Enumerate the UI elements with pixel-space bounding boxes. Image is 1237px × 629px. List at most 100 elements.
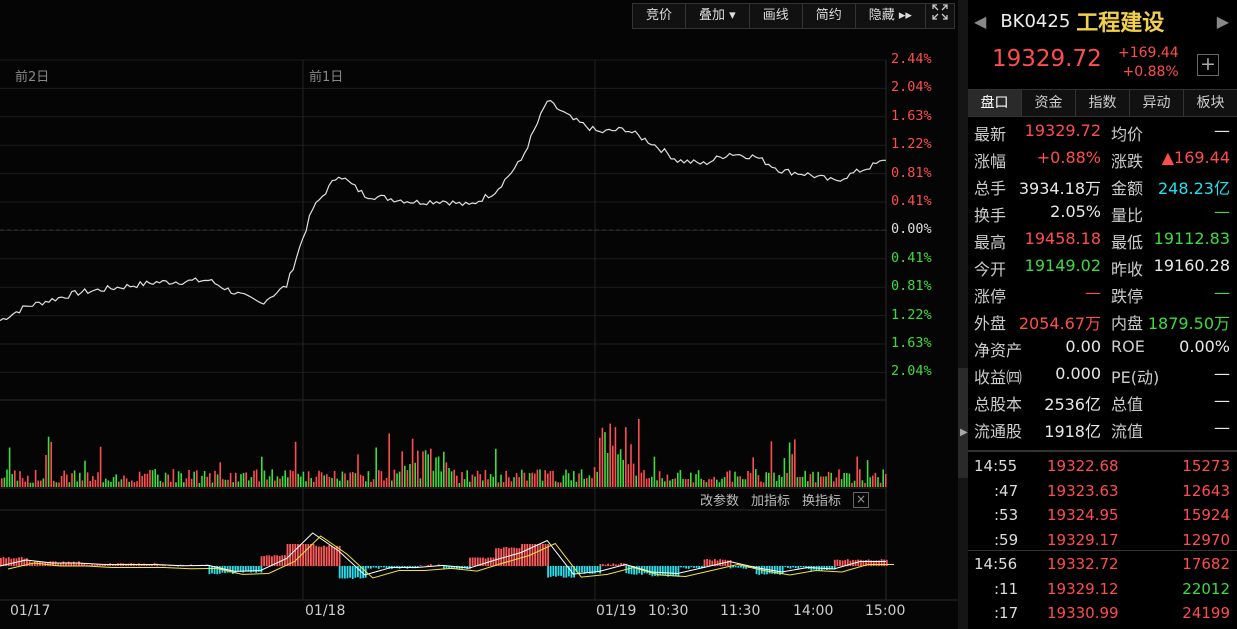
tab-sectors[interactable]: 板块 xyxy=(1196,95,1225,111)
macd-bar xyxy=(828,566,831,570)
macd-bar xyxy=(497,548,500,566)
stat-label: 均价 xyxy=(1111,125,1144,144)
volume-bar xyxy=(375,447,377,487)
stat-value: — xyxy=(1214,202,1230,221)
volume-bar xyxy=(81,480,84,487)
stat-row: 换手 2.05% 量比 — xyxy=(968,202,1237,229)
stat-label: 今开 xyxy=(974,260,1007,279)
add-watchlist-button[interactable]: + xyxy=(1197,54,1219,76)
macd-bar xyxy=(299,544,302,566)
volume-bar xyxy=(632,463,635,487)
panel-divider[interactable] xyxy=(958,0,968,629)
macd-bar xyxy=(682,566,685,568)
intraday-chart-area[interactable]: 竞价 叠加 ▾ 画线 简约 隐藏 ▸▸ 前2日 前1日 2.44% 2.04% 1.… xyxy=(0,0,958,629)
collapse-arrow-icon[interactable]: ▶ xyxy=(960,427,968,438)
volume-bar xyxy=(653,456,656,487)
macd-bar xyxy=(372,566,375,568)
volume-bar xyxy=(84,460,86,487)
volume-bar xyxy=(742,479,744,487)
macd-bar xyxy=(628,566,630,574)
volume-bar xyxy=(89,481,91,487)
panel-header: ◀ BK0425 工程建设 ▶ xyxy=(968,0,1237,42)
volume-bar xyxy=(32,482,34,487)
macd-bar xyxy=(794,566,797,569)
volume-bar xyxy=(612,445,614,487)
volume-bar xyxy=(482,480,484,487)
divider-handle[interactable] xyxy=(958,368,968,478)
macd-bar xyxy=(330,546,333,566)
last-price: 19329.72 xyxy=(992,46,1102,72)
volume-bar xyxy=(383,480,385,487)
prev-arrow-icon[interactable]: ◀ xyxy=(974,11,987,31)
volume-bar xyxy=(3,477,6,487)
macd-bar xyxy=(242,566,245,573)
macd-bar xyxy=(800,566,802,568)
volume-bar xyxy=(248,480,250,487)
tab-funds[interactable]: 资金 xyxy=(1022,90,1076,116)
stat-value: 3934.18万 xyxy=(1018,179,1101,198)
macd-bar xyxy=(755,566,758,575)
volume-bar xyxy=(755,469,757,487)
price-volume-macd-chart[interactable] xyxy=(0,0,958,629)
tick-row: :11 19329.12 22012 xyxy=(968,580,1237,605)
next-arrow-icon[interactable]: ▶ xyxy=(1216,11,1229,31)
switch-indicator-button[interactable]: 换指标 xyxy=(802,494,842,509)
volume-bar xyxy=(157,474,159,487)
macd-bar xyxy=(609,564,612,566)
volume-bar xyxy=(419,478,422,487)
simple-mode-button[interactable]: 简约 xyxy=(803,4,856,28)
macd-bar xyxy=(323,545,325,566)
tab-index[interactable]: 指数 xyxy=(1076,90,1130,116)
macd-bar xyxy=(357,566,359,578)
volume-bar xyxy=(224,479,227,487)
macd-bar xyxy=(278,555,281,566)
macd-bar xyxy=(737,566,740,568)
draw-line-button[interactable]: 画线 xyxy=(750,4,803,28)
volume-bar xyxy=(677,472,679,487)
close-icon[interactable]: × xyxy=(853,491,870,508)
volume-bar xyxy=(809,474,812,487)
stat-value: — xyxy=(1085,283,1101,302)
add-indicator-button[interactable]: 加指标 xyxy=(751,494,791,509)
volume-bar xyxy=(206,476,208,487)
volume-bar xyxy=(245,472,247,487)
volume-bar xyxy=(736,476,739,487)
hide-button[interactable]: 隐藏 ▸▸ xyxy=(856,4,926,28)
macd-bar xyxy=(86,564,88,566)
macd-bar xyxy=(351,566,354,579)
tab-alerts[interactable]: 异动 xyxy=(1130,90,1184,116)
edit-params-button[interactable]: 改参数 xyxy=(700,494,740,509)
macd-bar xyxy=(706,559,708,566)
tick-volume: 15273 xyxy=(1182,457,1230,475)
macd-bar xyxy=(531,544,534,566)
macd-bar xyxy=(880,559,883,566)
macd-bar xyxy=(700,566,703,569)
stat-value: 0.00 xyxy=(1065,337,1101,356)
macd-bar xyxy=(518,548,521,566)
volume-bar xyxy=(131,480,133,487)
tab-orderbook[interactable]: 盘口 xyxy=(968,90,1022,116)
macd-bar xyxy=(453,566,456,569)
volume-bar xyxy=(554,481,557,487)
tick-list[interactable]: 14:55 19322.68 15273:47 19323.63 12643:53 193… xyxy=(968,457,1237,629)
macd-bar xyxy=(20,557,23,566)
volume-bar xyxy=(151,470,154,487)
volume-bar xyxy=(879,482,882,487)
volume-bar xyxy=(60,476,63,487)
volume-bar xyxy=(68,482,71,487)
stat-label: 量比 xyxy=(1111,206,1144,225)
tick-time: 14:56 xyxy=(974,555,1018,573)
volume-bar xyxy=(674,478,676,487)
macd-bar xyxy=(247,566,250,572)
macd-bar xyxy=(677,566,680,577)
auction-button[interactable]: 竞价 xyxy=(633,4,687,28)
volume-bar xyxy=(118,481,120,487)
volume-bar xyxy=(866,460,869,487)
time-label: 01/17 xyxy=(10,603,51,619)
macd-bar xyxy=(445,566,448,569)
macd-bar xyxy=(727,560,729,566)
macd-bar xyxy=(560,566,562,576)
macd-bar xyxy=(135,564,138,566)
overlay-dropdown[interactable]: 叠加 ▾ xyxy=(686,4,750,28)
fullscreen-icon[interactable] xyxy=(926,4,954,28)
